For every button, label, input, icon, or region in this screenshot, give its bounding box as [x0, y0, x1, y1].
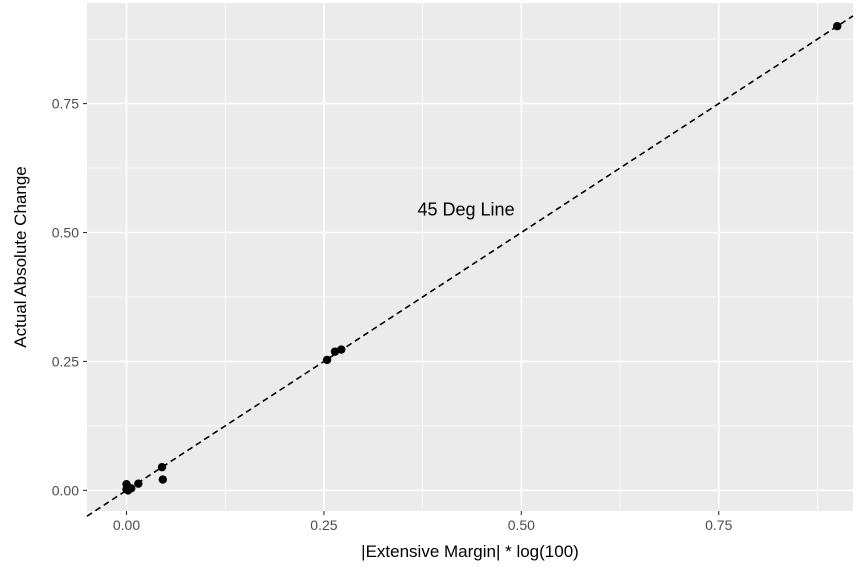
data-point [330, 347, 340, 356]
data-point [157, 462, 167, 472]
data-point [158, 475, 168, 484]
data-point [833, 22, 842, 31]
reference-line-group [86, 15, 854, 517]
data-point [322, 355, 332, 365]
x-tick-label: 0.50 [508, 517, 535, 533]
reference-line [86, 15, 854, 517]
y-axis: 0.00 0.25 0.50 0.75 [52, 96, 87, 498]
data-point [337, 345, 346, 354]
annotation-label: 45 Deg Line [418, 199, 515, 219]
y-tick-label: 0.50 [52, 225, 79, 241]
y-tick-label: 0.00 [52, 482, 79, 498]
grid-minor [87, 3, 853, 511]
data-point [127, 484, 136, 493]
x-tick-label: 0.75 [705, 517, 732, 533]
x-tick-label: 0.25 [310, 517, 337, 533]
x-axis-title: |Extensive Margin| * log(100) [361, 542, 579, 561]
x-tick-label: 0.00 [113, 517, 140, 533]
x-axis: 0.00 0.25 0.50 0.75 [113, 511, 733, 533]
y-axis-title: Actual Absolute Change [11, 166, 30, 347]
y-tick-label: 0.75 [52, 96, 79, 112]
y-tick-label: 0.25 [52, 353, 79, 369]
grid-major [87, 3, 853, 511]
data-points [122, 22, 842, 495]
data-point [134, 479, 143, 488]
plot-panel [87, 3, 853, 511]
